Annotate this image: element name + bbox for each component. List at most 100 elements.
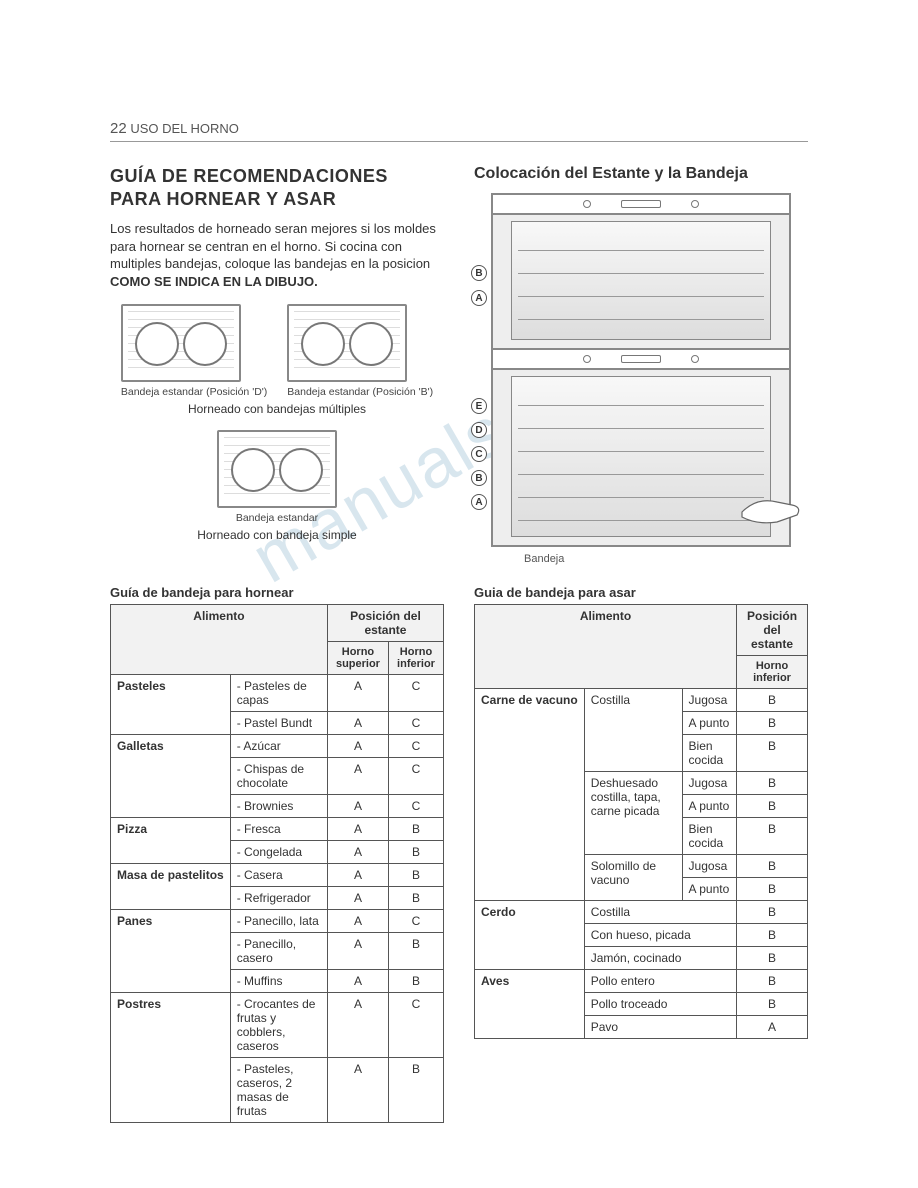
bake-lower-pos: C (389, 910, 444, 933)
roast-cut: Pollo troceado (584, 993, 736, 1016)
bake-upper-pos: A (327, 887, 388, 910)
table-row: Masa de pastelitos- CaseraAB (111, 864, 444, 887)
bake-item: - Chispas de chocolate (230, 758, 327, 795)
multi-tray-caption: Horneado con bandejas múltiples (110, 402, 444, 416)
roast-doneness: Jugosa (682, 855, 737, 878)
roast-doneness: A punto (682, 878, 737, 901)
tray-single-icon (217, 430, 337, 508)
roast-cut: Pollo entero (584, 970, 736, 993)
bake-lower-pos: B (389, 864, 444, 887)
section-name: USO DEL HORNO (130, 121, 239, 136)
roast-doneness: A punto (682, 712, 737, 735)
bake-item: - Pasteles, caseros, 2 masas de frutas (230, 1058, 327, 1123)
roast-pos: A (737, 1016, 808, 1039)
bake-upper-pos: A (327, 712, 388, 735)
bake-lower-pos: B (389, 887, 444, 910)
roast-cut: Solomillo de vacuno (584, 855, 682, 901)
tray-b-caption: Bandeja estandar (Posición 'B') (287, 386, 433, 398)
table-row: AvesPollo enteroB (475, 970, 808, 993)
rack-label-c: C (471, 446, 487, 462)
intro-bold: COMO SE INDICA EN LA DIBUJO. (110, 274, 318, 289)
table-row: Pasteles- Pasteles de capasAC (111, 675, 444, 712)
bake-lower-pos: B (389, 841, 444, 864)
table-row: Pizza- FrescaAB (111, 818, 444, 841)
roast-pos: B (737, 993, 808, 1016)
bake-upper-pos: A (327, 795, 388, 818)
rack-label-upper-a: A (471, 290, 487, 306)
bake-category: Pasteles (111, 675, 231, 735)
intro-paragraph: Los resultados de horneado seran mejores… (110, 220, 444, 290)
roast-pos: B (737, 924, 808, 947)
table-row: Galletas- AzúcarAC (111, 735, 444, 758)
tray-fig-b: Bandeja estandar (Posición 'B') (287, 304, 433, 398)
intro-text: Los resultados de horneado seran mejores… (110, 221, 436, 271)
roast-cut: Deshuesado costilla, tapa, carne picada (584, 772, 682, 855)
table-row: Carne de vacunoCostillaJugosaB (475, 689, 808, 712)
roast-th-food: Alimento (475, 605, 737, 689)
page-number: 22 (110, 120, 127, 137)
table-row: Panes- Panecillo, lataAC (111, 910, 444, 933)
bake-item: - Azúcar (230, 735, 327, 758)
rack-label-upper-b: B (471, 265, 487, 281)
roast-pos: B (737, 855, 808, 878)
bake-lower-pos: B (389, 1058, 444, 1123)
bake-th-food: Alimento (111, 605, 328, 675)
bake-upper-pos: A (327, 970, 388, 993)
tray-fig-single: Bandeja estandar (217, 430, 337, 524)
lower-oven: E D C B A (493, 350, 789, 545)
bake-lower-pos: B (389, 970, 444, 993)
tray-d-icon (121, 304, 241, 382)
right-column: Colocación del Estante y la Bandeja B A … (474, 165, 808, 547)
upper-oven: B A (493, 195, 789, 350)
roast-doneness: Jugosa (682, 772, 737, 795)
bake-category: Pizza (111, 818, 231, 864)
bake-th-lower: Horno inferior (389, 642, 444, 675)
main-heading: GUÍA DE RECOMENDACIONES PARA HORNEAR Y A… (110, 165, 444, 210)
bake-lower-pos: C (389, 712, 444, 735)
bake-upper-pos: A (327, 818, 388, 841)
right-heading: Colocación del Estante y la Bandeja (474, 165, 808, 183)
tray-b-icon (287, 304, 407, 382)
roast-table: Alimento Posición del estante Horno infe… (474, 604, 808, 1039)
roast-pos: B (737, 712, 808, 735)
bake-upper-pos: A (327, 993, 388, 1058)
bake-lower-pos: B (389, 933, 444, 970)
roast-pos: B (737, 795, 808, 818)
bake-item: - Muffins (230, 970, 327, 993)
bake-category: Masa de pastelitos (111, 864, 231, 910)
roast-table-title: Guia de bandeja para asar (474, 585, 808, 600)
oven-stack-icon: B A E D C B A (491, 193, 791, 547)
bake-item: - Brownies (230, 795, 327, 818)
roast-cut: Jamón, cocinado (584, 947, 736, 970)
page-header: 22 USO DEL HORNO (110, 120, 808, 142)
tray-diagrams-row: Bandeja estandar (Posición 'D') Bandeja … (110, 304, 444, 398)
bake-upper-pos: A (327, 735, 388, 758)
bake-item: - Fresca (230, 818, 327, 841)
roast-doneness: A punto (682, 795, 737, 818)
tray-diagram-single: Bandeja estandar (110, 430, 444, 524)
bake-item: - Pasteles de capas (230, 675, 327, 712)
roast-table-wrap: Guia de bandeja para asar Alimento Posic… (474, 585, 808, 1039)
bake-item: - Refrigerador (230, 887, 327, 910)
roast-pos: B (737, 970, 808, 993)
bake-item: - Crocantes de frutas y cobblers, casero… (230, 993, 327, 1058)
roast-doneness: Bien cocida (682, 818, 737, 855)
left-column: GUÍA DE RECOMENDACIONES PARA HORNEAR Y A… (110, 165, 444, 547)
single-tray-caption: Horneado con bandeja simple (110, 528, 444, 542)
bake-upper-pos: A (327, 841, 388, 864)
rack-label-e: E (471, 398, 487, 414)
bake-lower-pos: B (389, 818, 444, 841)
bake-lower-pos: C (389, 735, 444, 758)
roast-th-lower: Horno inferior (737, 656, 808, 689)
roast-pos: B (737, 878, 808, 901)
tray-fig-d: Bandeja estandar (Posición 'D') (121, 304, 267, 398)
table-row: Postres- Crocantes de frutas y cobblers,… (111, 993, 444, 1058)
page-content: GUÍA DE RECOMENDACIONES PARA HORNEAR Y A… (110, 165, 808, 1123)
tray-d-caption: Bandeja estandar (Posición 'D') (121, 386, 267, 398)
roast-cut: Costilla (584, 901, 736, 924)
roast-pos: B (737, 772, 808, 795)
bake-table-wrap: Guía de bandeja para hornear Alimento Po… (110, 585, 444, 1123)
bake-item: - Panecillo, casero (230, 933, 327, 970)
bake-th-pos: Posición del estante (327, 605, 443, 642)
bake-category: Postres (111, 993, 231, 1123)
